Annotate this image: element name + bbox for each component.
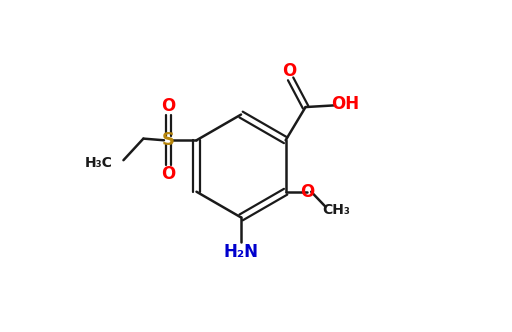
Text: O: O	[161, 97, 176, 115]
Text: H₃C: H₃C	[85, 156, 113, 170]
Text: OH: OH	[331, 95, 359, 113]
Text: H₂N: H₂N	[224, 243, 259, 261]
Text: O: O	[283, 61, 297, 80]
Text: S: S	[162, 131, 175, 149]
Text: CH₃: CH₃	[322, 203, 350, 217]
Text: O: O	[300, 183, 314, 201]
Text: O: O	[161, 165, 176, 184]
